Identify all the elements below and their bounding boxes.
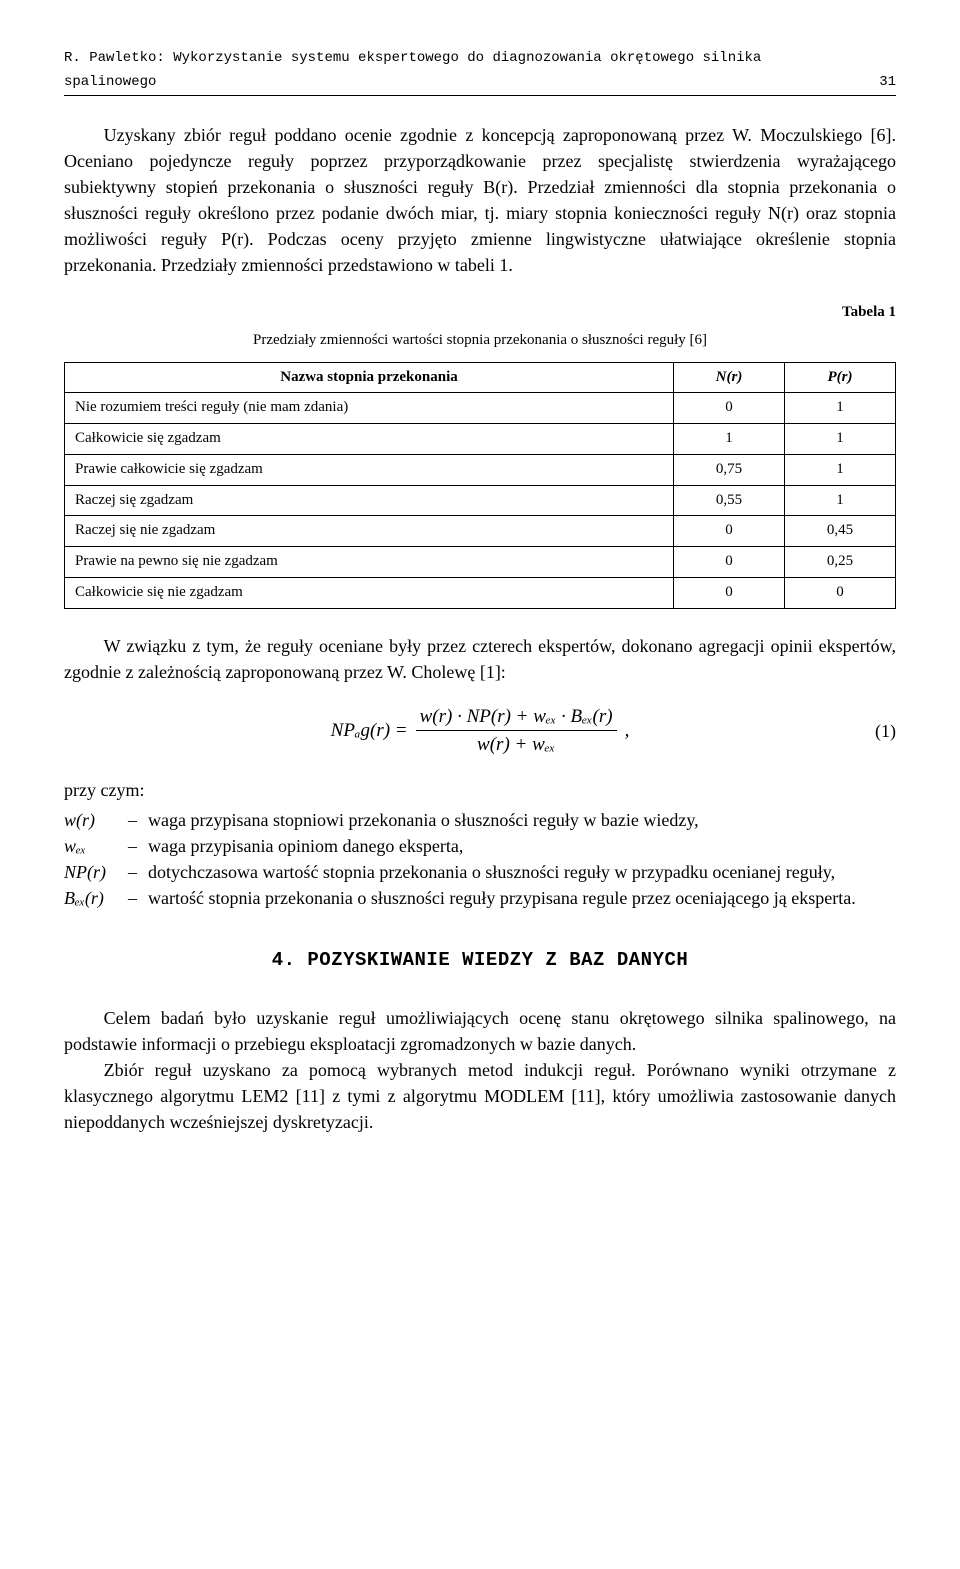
definition-text: wartość stopnia przekonania o słuszności… [148,885,896,911]
table-cell-pr: 0,45 [785,516,896,547]
table-cell-nr: 0 [674,516,785,547]
table-cell-nr: 0 [674,393,785,424]
definition-text: waga przypisania opiniom danego eksperta… [148,833,896,859]
table-cell-label: Raczej się zgadzam [65,485,674,516]
definition-row: wₑₓ–waga przypisania opiniom danego eksp… [64,833,896,859]
table-przedzialy: Nazwa stopnia przekonania N(r) P(r) Nie … [64,362,896,609]
running-head-line2: spalinowego 31 [64,72,896,92]
col-header-name: Nazwa stopnia przekonania [65,362,674,393]
table-cell-pr: 1 [785,485,896,516]
running-head-page-number: 31 [879,72,896,92]
definitions: przy czym: w(r)–waga przypisana stopniow… [64,777,896,911]
table-row: Prawie całkowicie się zgadzam0,751 [65,454,896,485]
table-cell-pr: 1 [785,424,896,455]
definition-text: waga przypisana stopniowi przekonania o … [148,807,896,833]
equation-numerator: w(r) · NP(r) + wₑₓ · Bₑₓ(r) [416,703,617,732]
table-cell-pr: 0 [785,577,896,608]
equation-row: NPₐg(r) = w(r) · NP(r) + wₑₓ · Bₑₓ(r) w(… [64,703,896,759]
paragraph-1: Uzyskany zbiór reguł poddano ocenie zgod… [64,122,896,279]
table-cell-nr: 0,75 [674,454,785,485]
definition-symbol: Bₑₓ(r) [64,885,128,911]
definition-dash: – [128,885,148,911]
table-cell-label: Nie rozumiem treści reguły (nie mam zdan… [65,393,674,424]
table-cell-pr: 1 [785,454,896,485]
paragraph-3: Celem badań było uzyskanie reguł umożliw… [64,1005,896,1057]
definition-symbol: w(r) [64,807,128,833]
paragraph-2: W związku z tym, że reguły oceniane były… [64,633,896,685]
table-row: Raczej się zgadzam0,551 [65,485,896,516]
definition-dash: – [128,833,148,859]
header-rule [64,95,896,96]
table-label: Tabela 1 [64,302,896,324]
section-heading-4: 4. POZYSKIWANIE WIEDZY Z BAZ DANYCH [64,947,896,975]
col-header-nr: N(r) [674,362,785,393]
table-cell-nr: 0 [674,577,785,608]
definition-row: NP(r)–dotychczasowa wartość stopnia prze… [64,859,896,885]
definition-dash: – [128,807,148,833]
definition-row: w(r)–waga przypisana stopniowi przekonan… [64,807,896,833]
table-header-row: Nazwa stopnia przekonania N(r) P(r) [65,362,896,393]
table-row: Całkowicie się zgadzam11 [65,424,896,455]
equation-1: NPₐg(r) = w(r) · NP(r) + wₑₓ · Bₑₓ(r) w(… [331,703,630,759]
definition-symbol: NP(r) [64,859,128,885]
equation-number: (1) [875,718,896,744]
table-row: Raczej się nie zgadzam00,45 [65,516,896,547]
definition-symbol: wₑₓ [64,833,128,859]
equation-trailing: , [625,717,630,745]
table-cell-label: Całkowicie się nie zgadzam [65,577,674,608]
table-cell-label: Całkowicie się zgadzam [65,424,674,455]
definitions-intro: przy czym: [64,777,896,803]
definition-text: dotychczasowa wartość stopnia przekonani… [148,859,896,885]
equation-fraction: w(r) · NP(r) + wₑₓ · Bₑₓ(r) w(r) + wₑₓ [416,703,617,759]
table-cell-pr: 1 [785,393,896,424]
running-head-left: spalinowego [64,72,156,92]
col-header-pr: P(r) [785,362,896,393]
table-row: Nie rozumiem treści reguły (nie mam zdan… [65,393,896,424]
table-cell-label: Prawie na pewno się nie zgadzam [65,547,674,578]
running-head-line1: R. Pawletko: Wykorzystanie systemu ekspe… [64,48,896,68]
table-title: Przedziały zmienności wartości stopnia p… [64,330,896,352]
definition-row: Bₑₓ(r)–wartość stopnia przekonania o słu… [64,885,896,911]
table-cell-pr: 0,25 [785,547,896,578]
equation-lhs: NPₐg(r) = [331,717,408,745]
table-row: Całkowicie się nie zgadzam00 [65,577,896,608]
table-cell-label: Prawie całkowicie się zgadzam [65,454,674,485]
table-row: Prawie na pewno się nie zgadzam00,25 [65,547,896,578]
table-cell-nr: 0,55 [674,485,785,516]
equation-denominator: w(r) + wₑₓ [473,731,559,759]
paragraph-4: Zbiór reguł uzyskano za pomocą wybranych… [64,1057,896,1135]
definition-dash: – [128,859,148,885]
table-cell-nr: 1 [674,424,785,455]
table-cell-nr: 0 [674,547,785,578]
table-cell-label: Raczej się nie zgadzam [65,516,674,547]
